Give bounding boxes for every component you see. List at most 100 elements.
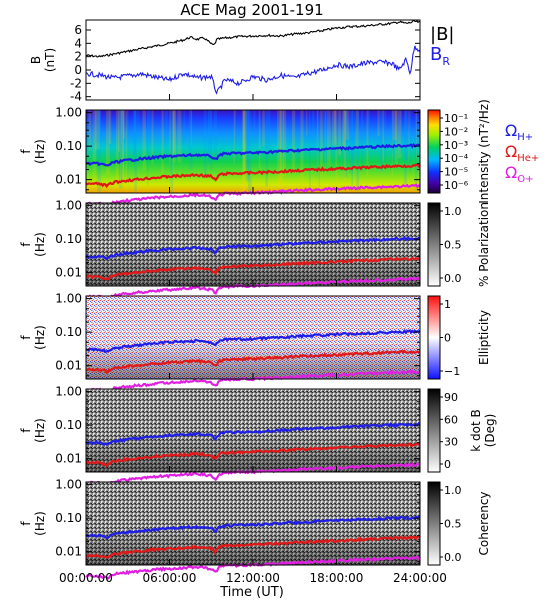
spectrogram-streak <box>127 110 129 181</box>
y-tick-label: 0.10 <box>55 418 82 432</box>
spectrogram-streak <box>134 110 137 192</box>
spectrogram-streak <box>344 110 348 178</box>
legend-omega-hplus: ΩH+ <box>505 121 533 143</box>
spectrogram-streak <box>262 110 265 147</box>
spectrogram-streak <box>121 110 123 183</box>
x-tick-label: 00:00:00 <box>59 571 113 585</box>
spectrogram-streak <box>349 110 353 174</box>
colorbar-tick-label: −1 <box>444 365 460 378</box>
y-tick-label: 0.10 <box>55 511 82 525</box>
field-plot-area <box>86 20 420 100</box>
y-tick-label: 1.00 <box>55 385 82 399</box>
spectrogram-streak <box>120 110 122 145</box>
spectrogram-streak <box>106 110 110 175</box>
y-tick-label: 0.01 <box>55 173 82 187</box>
spectrogram-streak <box>356 110 360 191</box>
spectrogram-streak <box>234 110 237 164</box>
spectrogram-streak <box>300 110 304 180</box>
spectrogram-streak <box>265 110 268 187</box>
spectrogram-streak <box>88 110 92 151</box>
gyrofrequency-line-hplus <box>85 515 421 540</box>
spectrogram-streak <box>280 110 284 188</box>
spectrogram-streak <box>137 110 140 136</box>
colorbar-label: % Polarization <box>477 202 491 287</box>
time-axis: 00:00:00 06:00:00 12:00:00 18:00:00 24:00:00 <box>59 94 447 585</box>
spectrogram-streak <box>92 110 97 188</box>
y-axis-label-units: (Hz) <box>33 232 47 257</box>
spectrogram-streak <box>119 110 124 148</box>
spectrogram-streak <box>344 110 348 143</box>
spectrogram-streak <box>391 110 394 177</box>
spectrogram-streak <box>267 110 271 152</box>
spectrogram-streak <box>119 110 123 189</box>
spectrogram-streak <box>98 110 101 142</box>
gyrofrequency-line-heplus <box>85 256 421 281</box>
colorbar-tick-label: 1.0 <box>444 205 462 218</box>
spectrogram-streak <box>316 110 319 185</box>
spectrogram-streak <box>244 110 248 140</box>
chart-title: ACE Mag 2001-191 <box>180 1 323 19</box>
spectrogram-streak <box>279 110 282 186</box>
y-axis-label: B <box>29 56 43 64</box>
colorbar-tick-label: 0.0 <box>444 551 462 564</box>
colorbar-label: Intensity (nT²/Hz) <box>477 99 491 204</box>
colorbar-tick-label: 0.5 <box>444 518 462 531</box>
colorbar-tick-label: 10⁻¹ <box>444 112 468 125</box>
spectrogram-streak <box>414 110 418 191</box>
spectrogram-streak <box>123 110 125 139</box>
spectrogram-streak <box>125 110 128 193</box>
colorbar-tick-label: 10⁻² <box>444 125 468 138</box>
spectrogram-streak <box>331 110 336 146</box>
spectrogram-streak <box>282 110 284 151</box>
y-axis-label-units: (Hz) <box>33 511 47 536</box>
x-axis-label: Time (UT) <box>219 585 284 600</box>
spectrogram-streak <box>151 110 154 165</box>
x-tick-label: 06:00:00 <box>143 571 197 585</box>
colorbar-tick-label: 60 <box>444 413 458 426</box>
spectrogram-streak <box>320 110 323 176</box>
ellipticity-colorbar <box>427 295 441 380</box>
spectrogram-streak <box>203 110 207 179</box>
spectrogram-streak <box>355 110 359 149</box>
spectrogram-streak <box>170 110 174 193</box>
spectrogram-streak <box>338 110 342 156</box>
spectrogram-streak <box>253 110 256 143</box>
spectrogram-streak <box>343 110 347 182</box>
spectrogram-streak <box>183 110 185 144</box>
spectrogram-streak <box>189 110 193 170</box>
y-tick-label: 6 <box>74 23 82 37</box>
legend-b-magnitude: |B| <box>430 24 454 45</box>
gyrofrequency-legend: ΩH+ΩHe+ΩO+ <box>505 121 539 185</box>
y-tick-label: 0.01 <box>55 545 82 559</box>
colorbar-tick-label: 0.5 <box>444 239 462 252</box>
y-tick-label: 0 <box>74 63 82 77</box>
y-axis-label-units: (Hz) <box>33 139 47 164</box>
spectrogram-streak <box>416 110 417 162</box>
x-tick-label: 24:00:00 <box>393 571 447 585</box>
colorbar-tick-label: 30 <box>444 436 458 449</box>
spectrogram-streak <box>243 110 245 191</box>
colorbar-tick-label: 0 <box>444 332 451 345</box>
spectrogram-streak <box>334 110 336 144</box>
spectrogram-streak <box>246 110 249 169</box>
spectrogram-streak <box>118 110 120 152</box>
spectrogram-streak <box>169 110 171 163</box>
spectrogram-streak <box>361 110 364 172</box>
spectrogram-streak <box>108 110 112 144</box>
y-axis-label: f <box>19 335 33 340</box>
spectrogram-streak <box>342 110 345 149</box>
gyrofrequency-line-oplus <box>85 276 421 301</box>
spectrogram-streak <box>343 110 347 146</box>
spectrogram-streak <box>132 110 136 156</box>
spectrogram-streak <box>345 110 350 140</box>
y-axis-label: f <box>19 521 33 526</box>
gyrofrequency-line-heplus <box>85 349 421 375</box>
spectrogram-streak <box>326 110 331 167</box>
y-axis-label-units: (nT) <box>43 48 57 72</box>
gyrofrequency-line-hplus <box>85 142 421 167</box>
spectrogram-streak <box>210 110 213 171</box>
colorbar-tick-label: 10⁻⁵ <box>444 166 468 179</box>
gyrofrequency-line-heplus <box>85 442 421 468</box>
